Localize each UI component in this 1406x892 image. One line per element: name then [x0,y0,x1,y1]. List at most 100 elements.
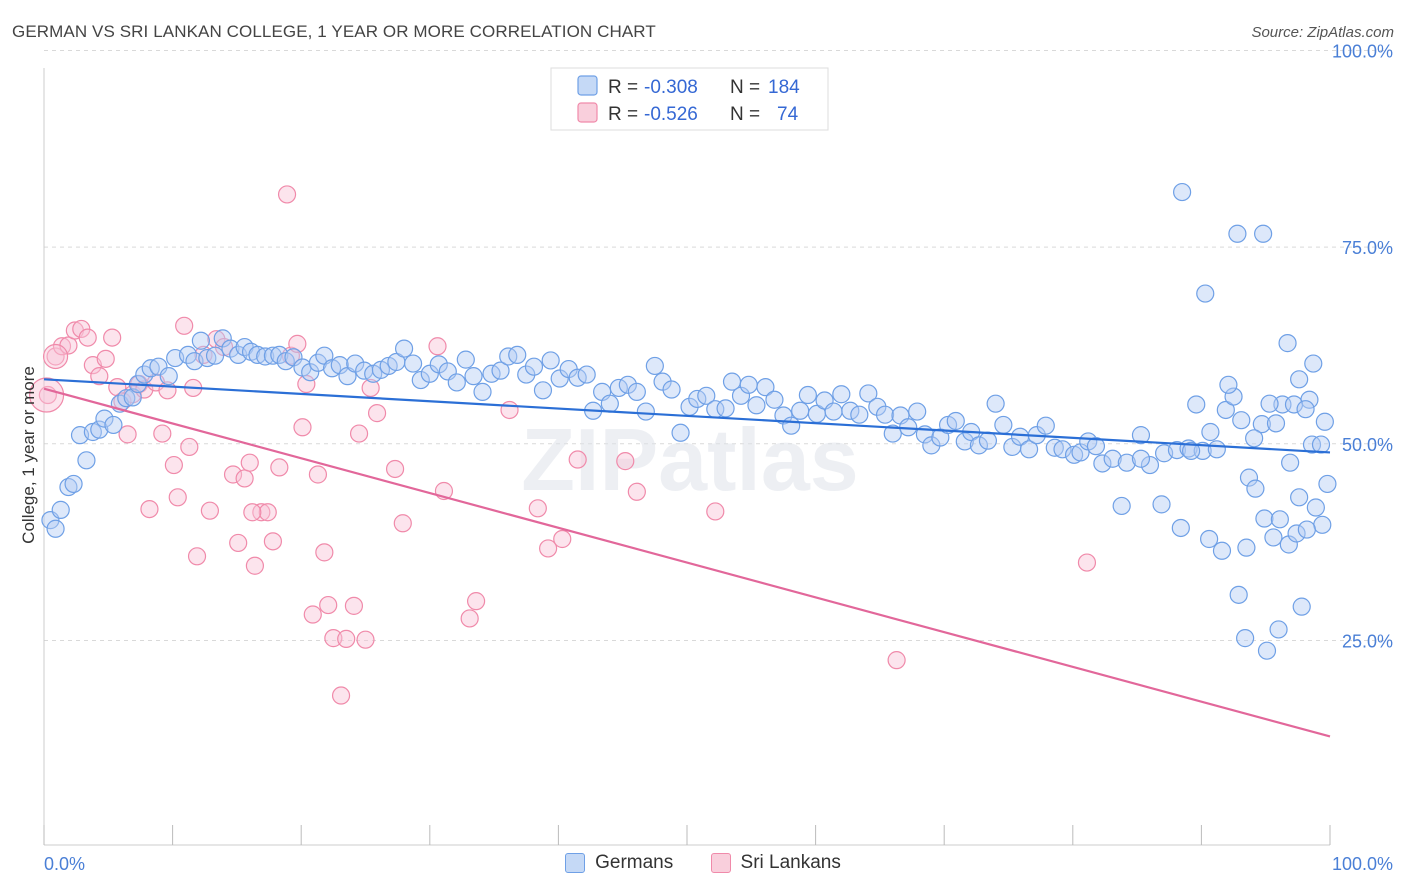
data-point [1237,538,1256,557]
data-point [1228,224,1247,243]
data-point [153,424,172,443]
data-point [301,363,320,382]
data-point [90,420,109,439]
data-point [1036,416,1055,435]
data-point [1266,414,1286,433]
data-point [349,424,369,443]
data-point [908,402,927,421]
data-point [159,367,178,386]
data-point [245,556,265,575]
legend-item-germans: Germans [565,852,673,874]
data-point [756,378,775,397]
data-point [859,384,878,403]
data-point [645,356,664,376]
y-tick-label: 25.0% [1342,631,1393,651]
data-point [627,382,646,401]
data-point [51,500,70,519]
data-point [616,452,635,471]
data-point [1171,518,1190,538]
data-point [568,450,587,469]
series-germans [41,182,1337,660]
data-point [393,514,412,533]
data-point [1131,426,1151,445]
legend-top: R = -0.308 N = 184 R = -0.526 N = 74 [550,67,829,131]
data-point [577,365,596,384]
data-point [229,533,248,553]
legend-n-value-2: 74 [777,104,799,125]
data-point [46,347,65,366]
data-point [1152,495,1171,514]
data-point [946,411,965,431]
data-point [464,367,483,386]
source-label: Source: ZipAtlas.com [1251,24,1394,41]
data-point [1140,455,1160,475]
data-point [213,329,232,348]
data-point [662,380,681,399]
data-point [428,337,447,356]
data-point [356,630,375,649]
data-point [539,539,558,558]
data-point [1318,474,1337,494]
trend-line-sri-lankans [43,387,1331,738]
data-point [541,351,560,370]
data-point [277,185,297,204]
data-point [1311,435,1331,454]
data-point [90,367,109,386]
data-point [1173,182,1192,202]
data-point [1019,440,1039,459]
data-point [263,532,283,551]
data-point [1077,553,1097,572]
data-point [1045,438,1064,457]
data-point [1167,440,1187,460]
data-point [361,378,380,398]
data-point [1182,441,1201,460]
data-point [473,382,492,401]
data-point [308,353,328,372]
data-point [256,347,275,366]
data-point [553,529,572,549]
data-point [104,415,123,435]
data-point [394,339,414,358]
data-point [524,357,544,376]
data-point [1269,620,1288,639]
data-point [636,402,655,421]
data-point [141,359,160,378]
data-point [618,375,637,394]
data-point [1093,454,1112,473]
legend-n-label-1: N = [730,77,760,98]
data-point [59,477,78,497]
legend-label-sri-lankans: Sri Lankans [740,852,841,873]
data-point [1297,520,1316,539]
data-point [1187,395,1206,414]
data-point [1229,585,1248,604]
data-point [765,390,784,409]
data-point [200,501,219,520]
data-point [1117,453,1136,472]
data-point [191,331,210,350]
data-point [1219,375,1238,394]
data-point [747,396,766,415]
chart-title: GERMAN VS SRI LANKAN COLLEGE, 1 YEAR OR … [12,22,656,41]
data-point [1216,400,1235,420]
data-point [42,343,69,370]
data-point [240,453,259,472]
data-point [716,399,735,418]
data-point [258,503,277,522]
legend-r-label-2: R = [608,104,638,125]
data-point [1270,510,1289,529]
data-point [337,629,356,648]
legend-r-label-1: R = [608,77,638,98]
data-point [1086,437,1106,456]
data-point [123,388,142,407]
data-point [875,405,895,424]
data-point [955,432,974,451]
data-point [411,370,430,390]
legend-swatch-sri-lankans-bottom [710,853,731,873]
legend-n-label-2: N = [730,104,760,125]
data-point [1245,429,1264,448]
data-point [46,519,65,538]
gridlines [44,49,1394,641]
data-point [223,465,243,484]
data-point [284,348,303,367]
legend-swatch-sri-lankans [577,102,598,123]
